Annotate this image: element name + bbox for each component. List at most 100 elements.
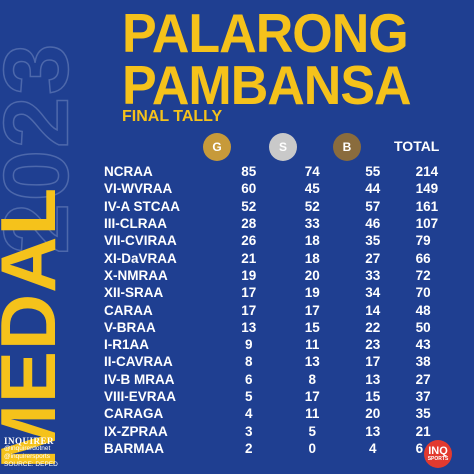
team-name: XI-DaVRAA [104, 250, 177, 266]
team-name: CARAGA [104, 406, 164, 422]
table-row: VII-CVIRAA 26 18 35 79 [104, 232, 454, 249]
silver-count: 5 [308, 423, 316, 439]
total-count: 66 [415, 250, 431, 266]
silver-count: 15 [304, 319, 320, 335]
silver-count: 18 [304, 250, 320, 266]
handle-1: @inquirerdotnet [4, 445, 51, 452]
gold-header: G [212, 140, 222, 154]
team-name: IX-ZPRAA [104, 423, 168, 439]
bronze-count: 35 [365, 233, 381, 249]
silver-count: 0 [308, 440, 316, 456]
subtitle: FINAL TALLY [122, 108, 223, 125]
total-count: 149 [415, 181, 439, 197]
bronze-count: 4 [368, 440, 377, 456]
total-count: 37 [415, 389, 431, 404]
silver-medal-icon: S [269, 133, 297, 161]
brand-name: INQUIRER [4, 436, 55, 446]
gold-count: 52 [241, 198, 257, 214]
gold-count: 26 [241, 233, 257, 249]
total-count: 38 [415, 354, 431, 370]
title-line-1: PALARONG [122, 3, 409, 65]
total-count: 50 [415, 319, 431, 335]
table-row: V-BRAA 13 15 22 50 [104, 319, 454, 336]
bronze-count: 55 [365, 164, 381, 180]
inq-sports-logo: INQ SPORTS [424, 440, 452, 468]
total-count: 21 [415, 423, 431, 439]
bronze-count: 20 [365, 406, 381, 422]
gold-count: 28 [241, 216, 257, 232]
team-name: BARMAA [104, 440, 164, 456]
table-row: I-R1AA 9 11 23 43 [104, 336, 454, 353]
team-name: VI-WVRAA [104, 181, 173, 197]
table-row: CARAGA 4 11 20 35 [104, 405, 454, 422]
silver-count: 52 [304, 198, 320, 214]
total-count: 35 [415, 406, 431, 422]
silver-count: 19 [304, 285, 320, 301]
bronze-header: B [342, 140, 352, 154]
bronze-count: 57 [365, 198, 381, 214]
bronze-count: 15 [365, 389, 381, 404]
total-count: 27 [415, 371, 431, 387]
gold-count: 2 [245, 440, 253, 456]
handle-2: @inquirersports [4, 453, 50, 460]
bronze-count: 13 [365, 423, 381, 439]
table-row: IV-A STCAA 52 52 57 161 [104, 198, 454, 215]
table-row: VI-WVRAA 60 45 44 149 [104, 180, 454, 197]
silver-count: 74 [304, 164, 320, 180]
team-name: IV-B MRAA [104, 371, 175, 387]
gold-count: 85 [241, 164, 257, 180]
table-row: III-CLRAA 28 33 46 107 [104, 215, 454, 232]
total-count: 70 [415, 285, 431, 301]
silver-count: 18 [304, 233, 320, 249]
gold-count: 17 [241, 302, 257, 318]
bronze-count: 27 [365, 250, 381, 266]
silver-count: 20 [304, 267, 320, 283]
total-count: 48 [415, 302, 431, 318]
table-row: X-NMRAA 19 20 33 72 [104, 267, 454, 284]
table-row: II-CAVRAA 8 13 17 38 [104, 353, 454, 370]
table-row: NCRAA 85 74 55 214 [104, 163, 454, 180]
gold-count: 9 [245, 337, 253, 353]
source-text: SOURCE: DEPED [4, 461, 58, 468]
total-count: 214 [415, 164, 439, 180]
gold-count: 21 [241, 250, 257, 266]
team-name: I-R1AA [104, 337, 150, 353]
bronze-medal-icon: B [333, 133, 361, 161]
total-count: 72 [415, 267, 431, 283]
silver-count: 33 [304, 216, 320, 232]
team-name: X-NMRAA [104, 267, 168, 283]
total-count: 107 [415, 216, 439, 232]
team-name: VIII-EVRAA [104, 389, 177, 404]
team-name: NCRAA [104, 164, 153, 180]
gold-count: 17 [241, 285, 257, 301]
team-name: III-CLRAA [104, 216, 167, 232]
team-name: VII-CVIRAA [104, 233, 177, 249]
team-name: V-BRAA [104, 319, 156, 335]
bronze-count: 17 [365, 354, 381, 370]
gold-medal-icon: G [203, 133, 231, 161]
silver-header: S [278, 140, 287, 154]
gold-count: 5 [245, 389, 253, 404]
bronze-count: 34 [365, 285, 381, 301]
gold-count: 60 [241, 181, 257, 197]
total-count: 161 [415, 198, 439, 214]
team-name: II-CAVRAA [104, 354, 173, 370]
gold-count: 13 [241, 319, 257, 335]
logo-bottom-text: SPORTS [427, 456, 449, 462]
table-row: CARAA 17 17 14 48 [104, 301, 454, 318]
silver-count: 11 [305, 406, 320, 422]
table-row: IX-ZPRAA 3 5 13 21 [104, 422, 454, 439]
logo-top-text: INQ [428, 445, 448, 457]
bronze-count: 23 [365, 337, 381, 353]
bronze-count: 14 [365, 302, 381, 318]
gold-count: 4 [245, 406, 253, 422]
total-count: 6 [415, 440, 424, 456]
gold-count: 8 [245, 354, 253, 370]
silver-count: 17 [304, 389, 320, 404]
table-row: XII-SRAA 17 19 34 70 [104, 284, 454, 301]
table-row: BARMAA 2 0 4 6 [104, 440, 454, 457]
title-line-2: PAMBANSA [122, 55, 412, 117]
brand-footer: INQUIRER @inquirerdotnet @inquirersports… [4, 437, 58, 469]
bronze-count: 46 [365, 216, 381, 232]
